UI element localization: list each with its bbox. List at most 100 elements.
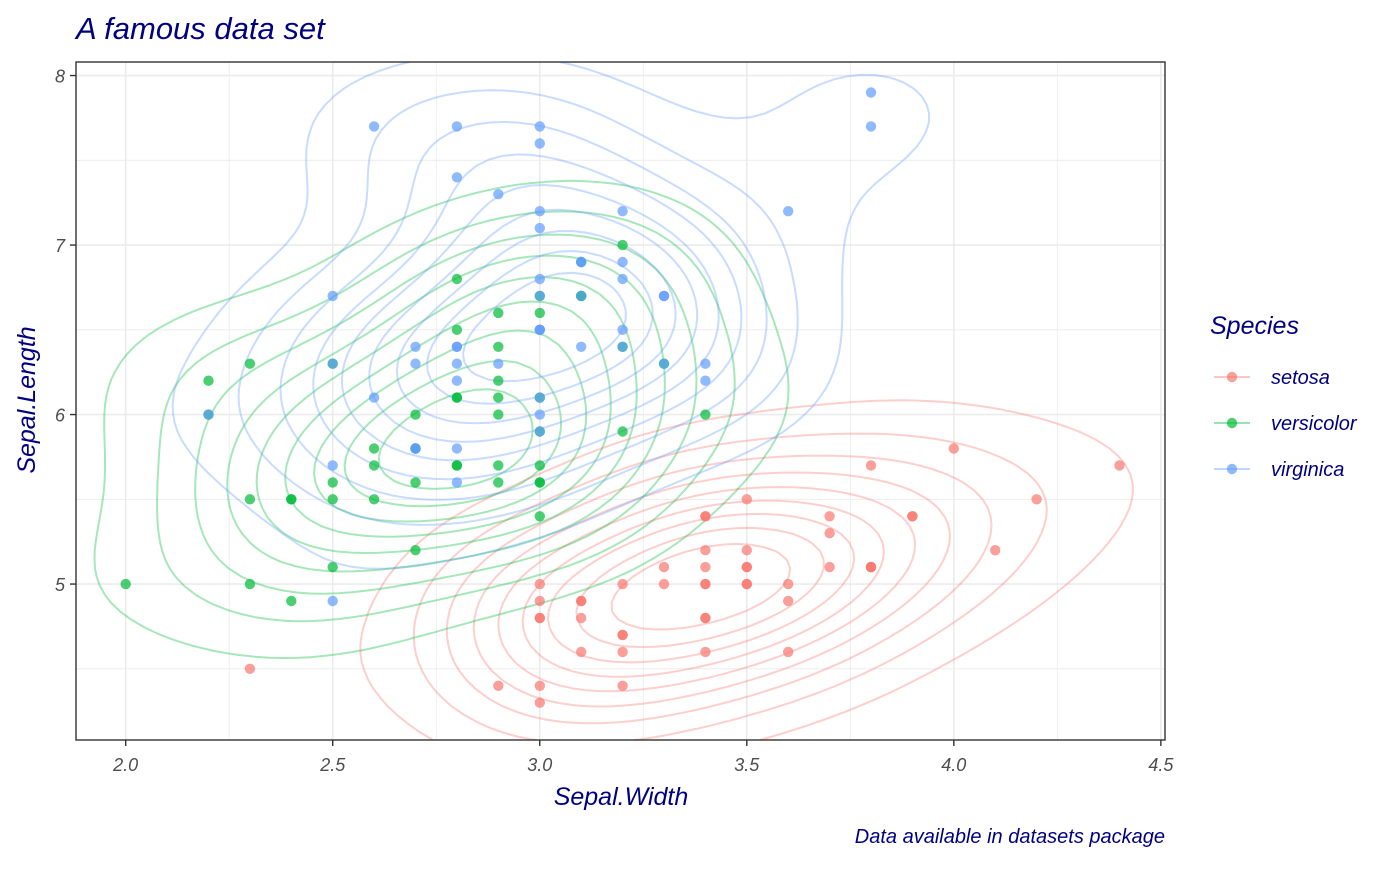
versicolor-point	[493, 477, 504, 488]
versicolor-point	[327, 477, 338, 488]
virginica-point	[327, 595, 338, 607]
panel-frame	[75, 61, 1166, 741]
virginica-point	[534, 409, 545, 420]
x-axis-title: Sepal.Width	[554, 783, 689, 811]
x-tick-label: 2.5	[319, 755, 346, 775]
chart-caption: Data available in datasets package	[855, 826, 1165, 848]
setosa-point	[824, 528, 835, 539]
axis-ticks: 2.0 2.5 3.0 3.5 4.0 4.5 5 6 7 8	[55, 67, 1174, 775]
virginica-point	[576, 256, 587, 268]
virginica-point	[368, 121, 380, 132]
virginica-point	[700, 375, 711, 386]
versicolor-point	[244, 358, 256, 369]
virginica-point	[576, 290, 587, 302]
versicolor-point	[410, 545, 421, 556]
virginica-point	[493, 189, 504, 200]
versicolor-contour-line	[93, 179, 790, 659]
legend-label: virginica	[1271, 459, 1344, 481]
virginica-contour-line	[340, 184, 720, 462]
y-axis-title: Sepal.Length	[13, 326, 41, 473]
versicolor-point	[244, 578, 256, 590]
virginica-point	[534, 121, 545, 132]
virginica-point	[451, 443, 463, 454]
versicolor-contour-line	[377, 388, 534, 490]
versicolor-contour-line	[313, 329, 588, 523]
versicolor-contour-line	[226, 254, 666, 573]
density-contours	[93, 61, 1134, 741]
versicolor-point	[244, 494, 256, 505]
setosa-point	[576, 612, 587, 624]
setosa-point	[700, 578, 711, 590]
legend-key-point	[1226, 463, 1238, 475]
virginica-point	[451, 477, 463, 488]
setosa-points	[244, 443, 1125, 708]
versicolor-point	[327, 561, 338, 573]
virginica-point	[203, 409, 214, 420]
setosa-point	[658, 561, 670, 573]
virginica-point	[617, 324, 628, 335]
virginica-point	[534, 206, 545, 217]
setosa-point	[741, 494, 752, 505]
setosa-point	[534, 595, 545, 607]
virginica-contour-line	[462, 271, 627, 383]
virginica-point	[658, 358, 670, 369]
virginica-point	[534, 273, 545, 285]
setosa-point	[907, 511, 918, 522]
versicolor-point	[120, 578, 131, 590]
setosa-point	[824, 511, 835, 522]
versicolor-point	[410, 409, 421, 420]
virginica-point	[658, 290, 670, 302]
setosa-point	[617, 646, 628, 658]
virginica-point	[493, 358, 504, 369]
legend-key-point	[1226, 371, 1238, 383]
virginica-point	[617, 341, 628, 352]
setosa-point	[617, 629, 628, 641]
y-tick-label: 7	[55, 236, 66, 256]
virginica-point	[451, 121, 463, 132]
versicolor-point	[451, 324, 463, 335]
legend-item-virginica: virginica	[1214, 459, 1344, 481]
virginica-point	[410, 358, 421, 369]
y-tick-label: 8	[55, 67, 65, 87]
virginica-point	[534, 290, 545, 302]
plot-panel	[76, 62, 1165, 740]
versicolor-contour-line	[284, 300, 612, 538]
setosa-point	[617, 578, 628, 590]
virginica-point	[617, 206, 628, 217]
versicolor-point	[617, 426, 628, 437]
setosa-point	[700, 561, 711, 573]
virginica-point	[865, 87, 877, 98]
grid-lines	[76, 62, 1165, 740]
setosa-point	[990, 545, 1001, 556]
setosa-point	[1114, 460, 1125, 471]
setosa-contour-line	[445, 454, 993, 725]
setosa-point	[741, 578, 752, 590]
y-tick-label: 6	[55, 406, 66, 426]
x-tick-label: 3.0	[527, 755, 552, 775]
x-tick-label: 4.0	[941, 755, 966, 775]
virginica-point	[368, 392, 380, 403]
versicolor-point	[534, 477, 545, 488]
versicolor-point	[327, 494, 338, 505]
virginica-contour-line	[368, 208, 699, 443]
virginica-point	[700, 358, 711, 369]
virginica-point	[451, 172, 463, 183]
setosa-point	[700, 545, 711, 556]
setosa-contour-line	[497, 486, 917, 693]
setosa-point	[741, 561, 752, 573]
x-tick-label: 2.0	[112, 755, 138, 775]
legend-key-point	[1226, 417, 1238, 429]
y-tick-label: 5	[55, 575, 66, 595]
virginica-point	[451, 341, 463, 352]
versicolor-point	[286, 595, 297, 607]
versicolor-point	[203, 375, 214, 386]
chart-title: A famous data set	[74, 11, 326, 46]
setosa-contour-line	[412, 432, 1048, 741]
setosa-point	[783, 646, 794, 658]
setosa-point	[576, 646, 587, 658]
setosa-point	[865, 460, 877, 471]
virginica-point	[410, 341, 421, 352]
setosa-point	[824, 561, 835, 573]
versicolor-point	[410, 477, 421, 488]
